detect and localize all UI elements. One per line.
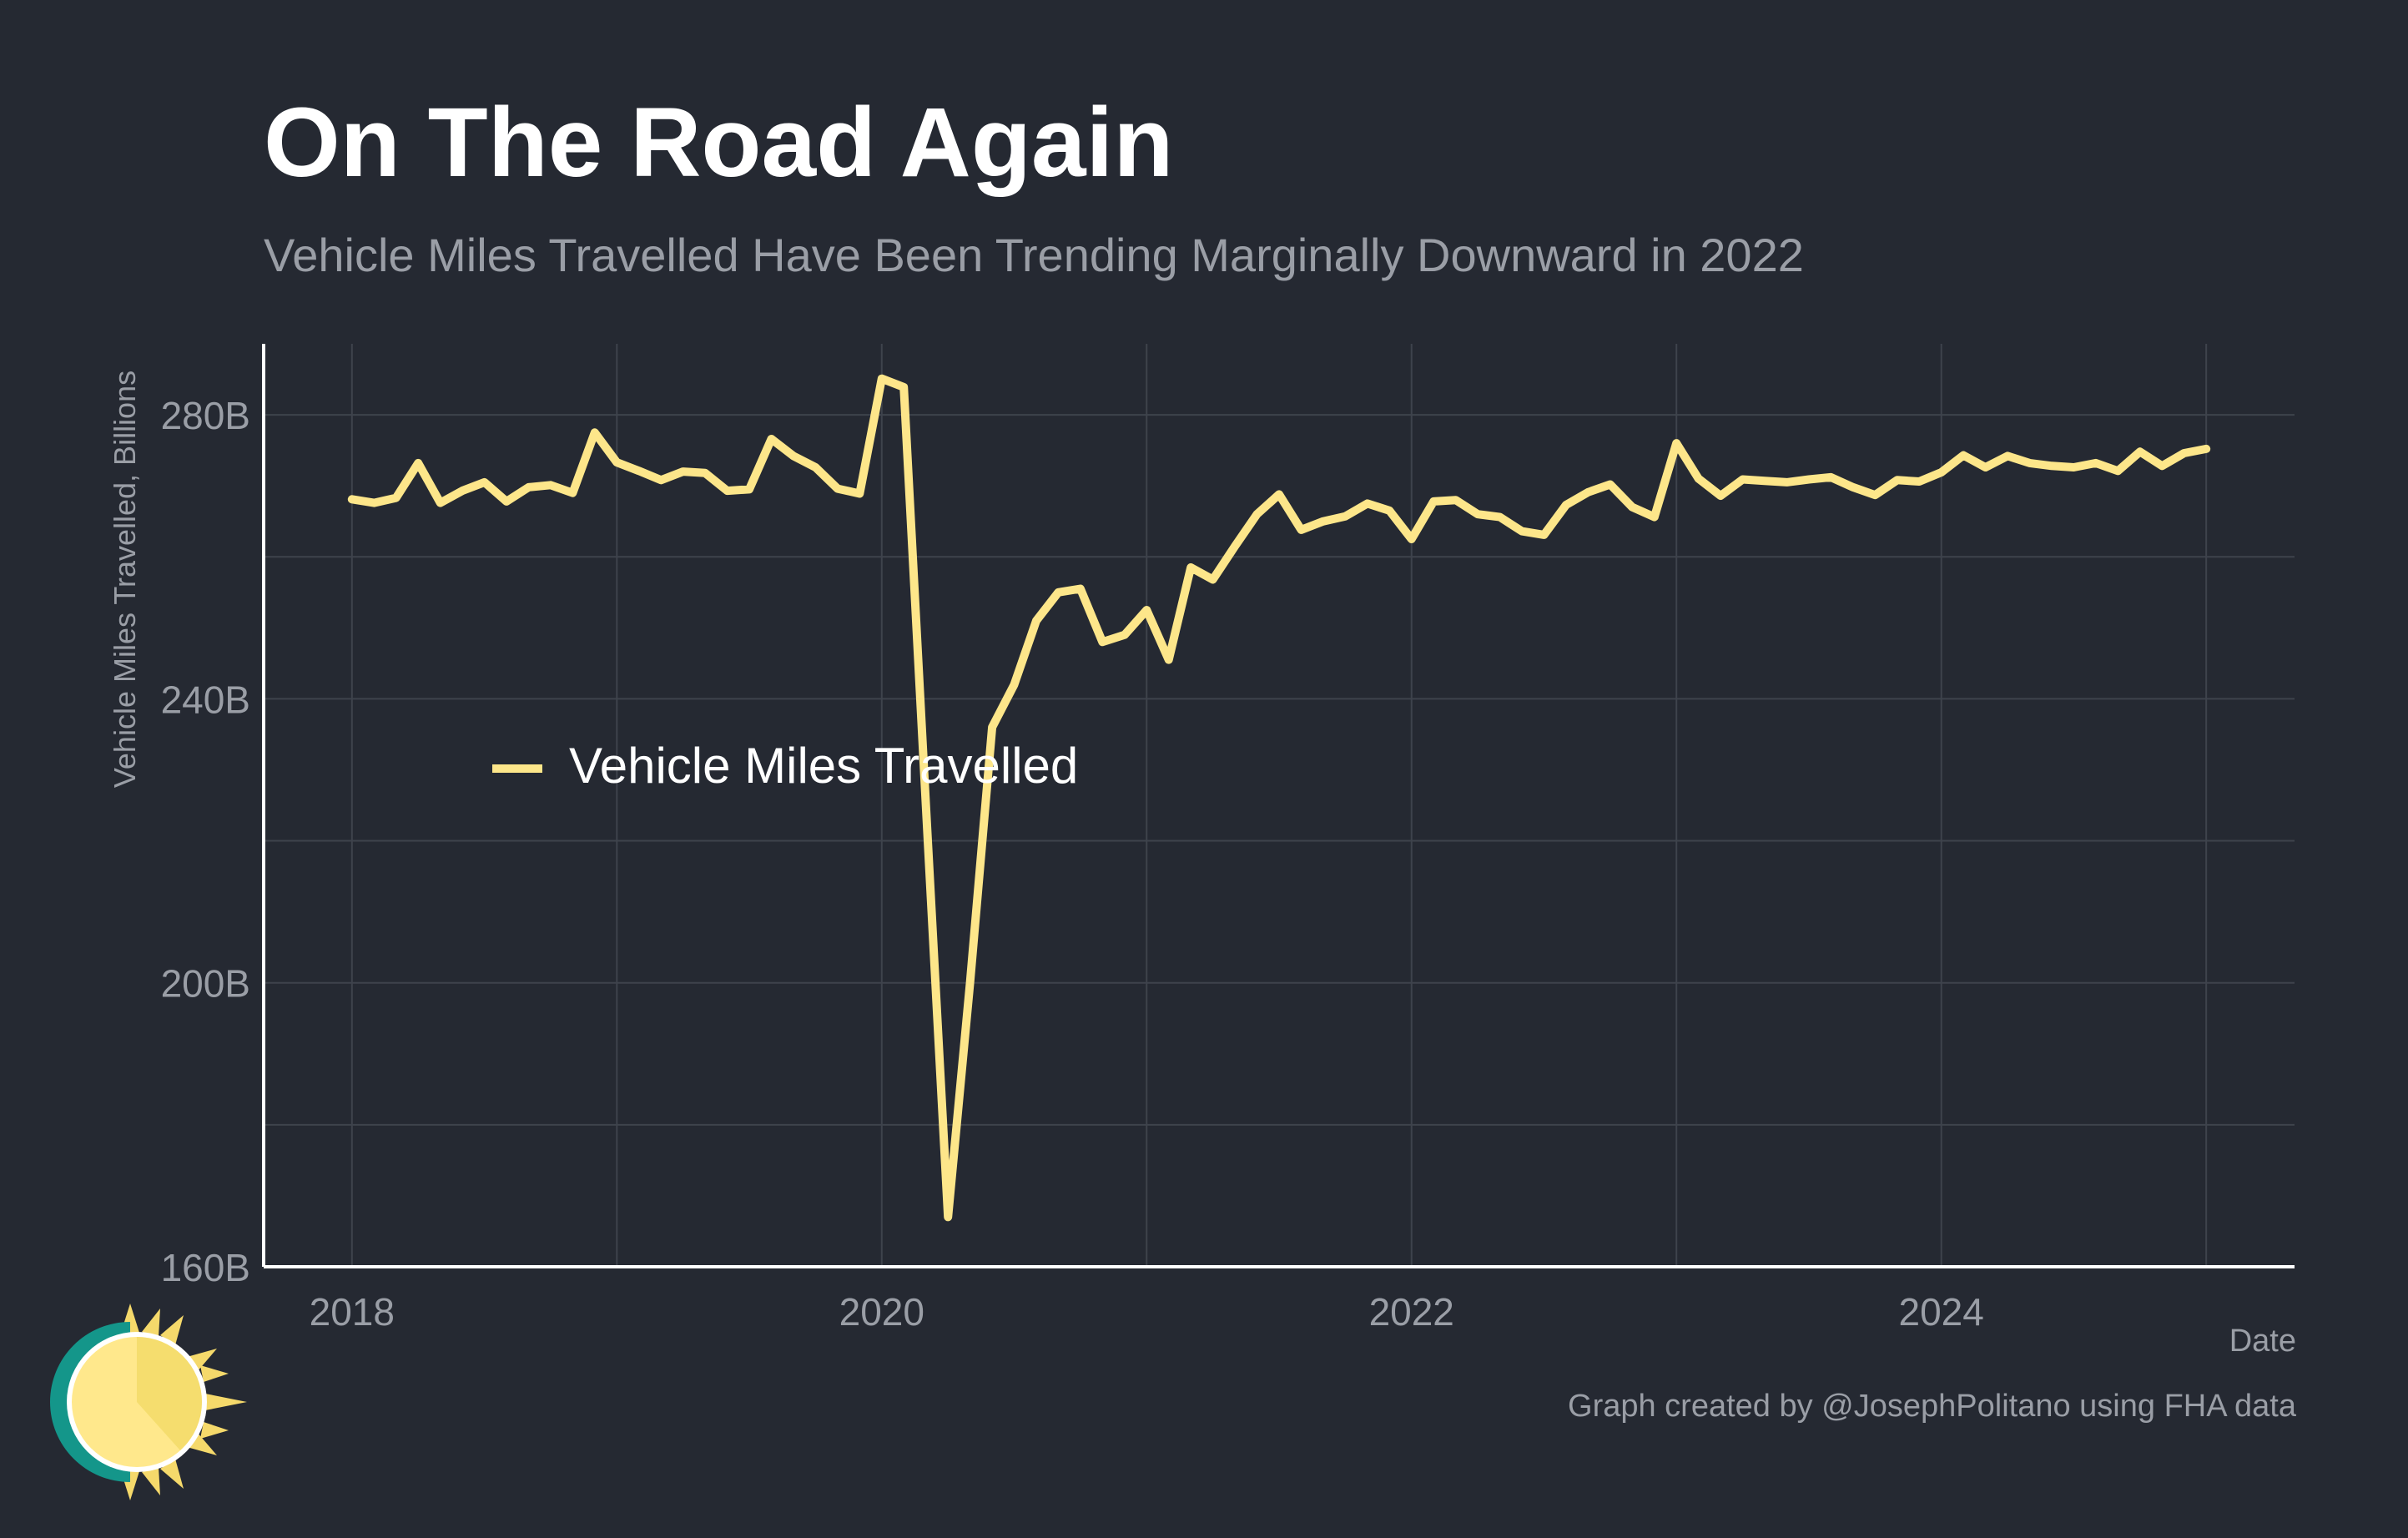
y-tick-label: 280B	[161, 394, 250, 437]
x-tick-label: 2020	[839, 1290, 924, 1334]
y-tick-label: 240B	[161, 678, 250, 721]
source-caption: Graph created by @JosephPolitano using F…	[1568, 1389, 2296, 1424]
series-line-vehicle-miles	[347, 374, 2211, 1222]
y-tick-label: 160B	[161, 1246, 250, 1289]
sun-logo-icon	[50, 1304, 247, 1500]
legend: Vehicle Miles Travelled	[492, 738, 1078, 794]
tick-labels: 160B 200B 240B 280B 2018 2020 2022 2024	[161, 394, 1984, 1334]
chart-subtitle: Vehicle Miles Travelled Have Been Trendi…	[264, 229, 1804, 281]
series-layer	[347, 374, 2211, 1222]
axes	[262, 344, 2295, 1268]
chart-title: On The Road Again	[264, 88, 1174, 198]
y-axis-title: Vehicle Miles Travelled, Billions	[108, 370, 142, 789]
x-tick-label: 2022	[1369, 1290, 1454, 1334]
grid-lines	[264, 344, 2295, 1268]
legend-label: Vehicle Miles Travelled	[569, 738, 1078, 794]
y-tick-label: 200B	[161, 962, 250, 1006]
x-tick-label: 2024	[1899, 1290, 1984, 1334]
x-tick-label: 2018	[310, 1290, 395, 1334]
x-axis-title: Date	[2229, 1324, 2296, 1359]
